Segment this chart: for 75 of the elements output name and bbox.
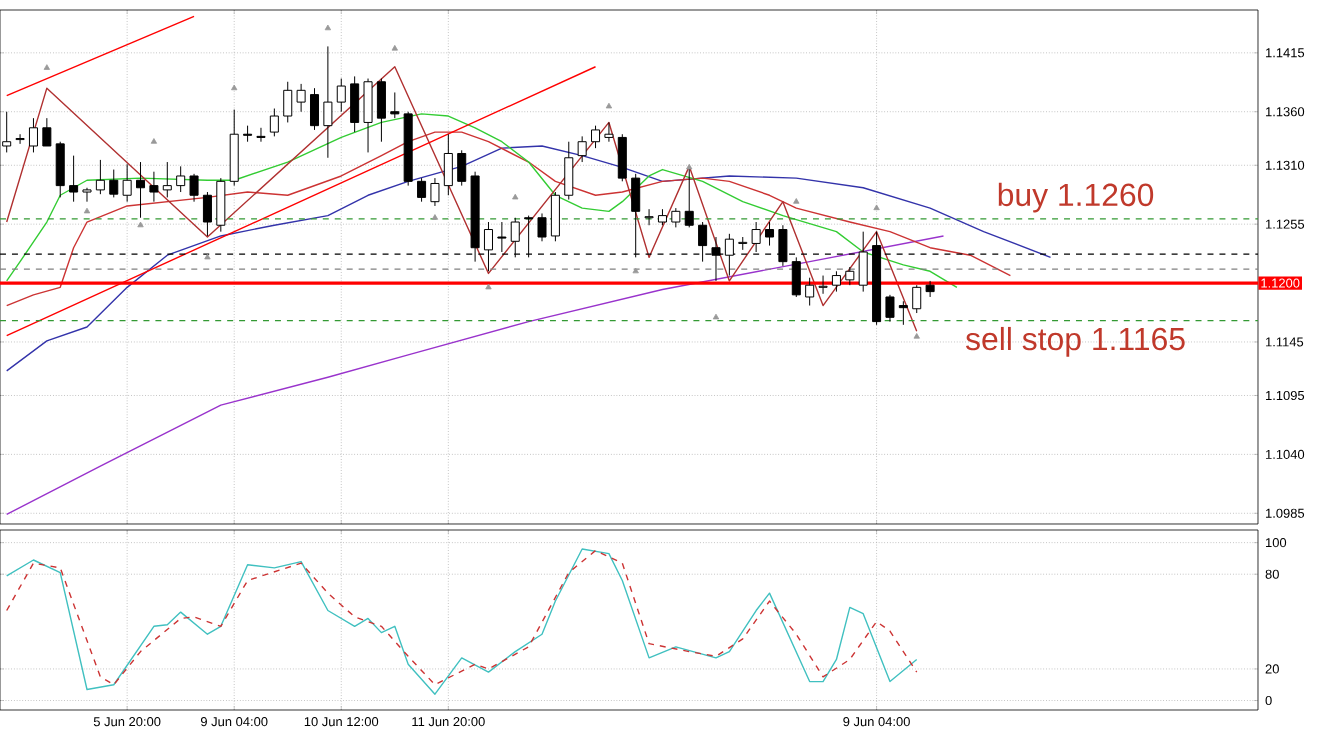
candlestick bbox=[912, 284, 922, 314]
line-series bbox=[6, 113, 958, 289]
candlestick bbox=[136, 161, 146, 219]
ref-line-label: sell stop 1.1165 bbox=[965, 326, 1185, 357]
candlestick bbox=[95, 159, 105, 195]
candlestick bbox=[176, 165, 186, 193]
candlestick bbox=[216, 177, 226, 233]
point bbox=[231, 84, 238, 91]
point bbox=[391, 44, 398, 51]
candlestick bbox=[417, 177, 427, 203]
candlestick bbox=[28, 117, 38, 153]
candlestick bbox=[430, 177, 440, 207]
point bbox=[605, 102, 613, 109]
candlestick bbox=[350, 75, 360, 133]
candlestick bbox=[898, 300, 908, 326]
point bbox=[324, 24, 332, 31]
point bbox=[712, 313, 720, 320]
candlestick bbox=[390, 91, 400, 119]
candlestick bbox=[229, 109, 239, 187]
point bbox=[793, 198, 800, 204]
candlestick bbox=[296, 83, 306, 113]
candlestick bbox=[269, 108, 279, 137]
candlestick bbox=[457, 149, 467, 187]
point bbox=[512, 193, 519, 200]
candlestick bbox=[69, 155, 79, 203]
candlestick bbox=[256, 127, 266, 143]
candlestick bbox=[805, 277, 815, 307]
candlestick bbox=[15, 133, 25, 145]
candlestick bbox=[550, 191, 560, 242]
candlestick bbox=[149, 171, 159, 203]
candlestick bbox=[671, 207, 681, 228]
point bbox=[632, 267, 639, 274]
point bbox=[43, 64, 50, 70]
candlestick bbox=[925, 280, 935, 298]
candlestick bbox=[323, 45, 333, 159]
candlestick bbox=[684, 166, 694, 228]
candlestick bbox=[363, 78, 373, 153]
candlestick bbox=[644, 208, 654, 226]
candlestick bbox=[858, 231, 868, 293]
ref-line-label: buy 1.1260 bbox=[998, 182, 1154, 213]
candlestick bbox=[189, 173, 199, 203]
candlestick bbox=[309, 87, 320, 131]
line-series bbox=[6, 235, 945, 516]
candlestick bbox=[122, 163, 132, 203]
candlestick bbox=[336, 78, 346, 113]
candlestick bbox=[42, 117, 52, 147]
point bbox=[83, 207, 91, 214]
candlestick bbox=[845, 266, 855, 286]
candlestick bbox=[537, 212, 547, 242]
candlestick bbox=[55, 141, 65, 198]
candlestick bbox=[162, 161, 172, 198]
candlestick bbox=[765, 221, 775, 247]
candlestick bbox=[564, 141, 574, 201]
candlestick bbox=[818, 275, 828, 295]
point bbox=[204, 253, 211, 260]
point bbox=[873, 204, 880, 211]
candlestick bbox=[376, 78, 386, 143]
point bbox=[431, 214, 439, 220]
point bbox=[485, 283, 492, 290]
candlestick bbox=[82, 187, 92, 203]
candlestick bbox=[831, 270, 841, 293]
candlestick bbox=[109, 169, 119, 198]
candlestick bbox=[577, 135, 587, 163]
candlestick bbox=[202, 191, 212, 237]
candlestick bbox=[791, 256, 801, 298]
candlestick bbox=[885, 294, 895, 323]
point bbox=[150, 138, 158, 144]
point bbox=[137, 221, 144, 228]
candlestick bbox=[283, 81, 293, 123]
candlestick bbox=[604, 121, 614, 143]
candlestick bbox=[443, 133, 453, 196]
point bbox=[913, 333, 920, 339]
candlestick bbox=[591, 125, 601, 149]
point bbox=[686, 163, 693, 170]
candlestick bbox=[617, 133, 627, 182]
